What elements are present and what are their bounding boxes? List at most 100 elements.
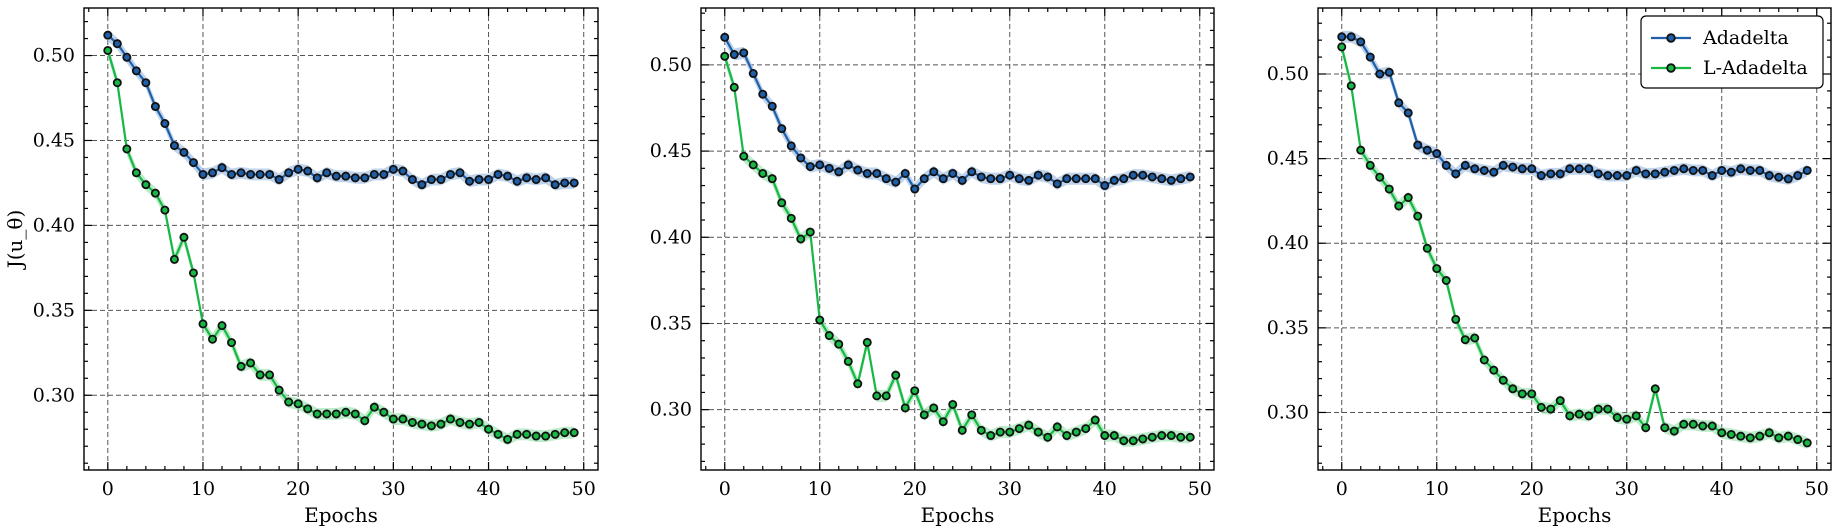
x-tick-label: 20 [286, 478, 310, 500]
data-point [198, 169, 208, 179]
data-point [217, 163, 227, 173]
data-point [322, 409, 332, 419]
x-tick-label: 20 [1520, 478, 1544, 500]
data-point [758, 168, 768, 178]
data-point [1650, 169, 1660, 179]
data-point [900, 403, 910, 413]
data-point [1679, 164, 1689, 174]
data-point [1726, 429, 1736, 439]
data-point [1593, 404, 1603, 414]
data-point [910, 386, 920, 396]
data-point [1052, 422, 1062, 432]
data-point [1783, 174, 1793, 184]
data-point [1755, 165, 1765, 175]
data-point [1052, 179, 1062, 189]
data-point [1365, 160, 1375, 170]
y-axis-label: J(u_θ) [3, 210, 27, 271]
data-point [141, 180, 151, 190]
data-point [881, 391, 891, 401]
series-line [107, 34, 575, 186]
data-point [484, 424, 494, 434]
data-point [1736, 164, 1746, 174]
data-point [1432, 149, 1442, 159]
confidence-band [724, 50, 1191, 447]
data-point [379, 407, 389, 417]
data-point [550, 180, 560, 190]
data-point [1774, 433, 1784, 443]
data-point [160, 205, 170, 215]
data-point [1688, 419, 1698, 429]
data-point [1536, 402, 1546, 412]
data-point [1517, 164, 1527, 174]
data-point [246, 358, 256, 368]
data-point [929, 403, 939, 413]
data-point [179, 232, 189, 242]
data-point [824, 331, 834, 341]
data-point [246, 169, 256, 179]
data-point [729, 50, 739, 60]
data-point [112, 39, 122, 49]
data-point [103, 30, 113, 40]
data-point [929, 167, 939, 177]
data-point [1394, 98, 1404, 108]
data-point [1460, 160, 1470, 170]
data-point [1527, 389, 1537, 399]
data-point [1043, 172, 1053, 182]
x-tick-label: 50 [1805, 478, 1829, 500]
series-adadelta [1337, 30, 1812, 185]
data-point [938, 174, 948, 184]
data-point [1612, 413, 1622, 423]
data-point [388, 164, 398, 174]
data-point [388, 414, 398, 424]
data-point [948, 168, 958, 178]
data-point [1584, 164, 1594, 174]
data-point [786, 141, 796, 151]
x-tick-label: 0 [1336, 478, 1348, 500]
data-point [919, 410, 929, 420]
data-point [796, 153, 806, 163]
data-point [1603, 171, 1613, 181]
data-point [474, 417, 484, 427]
data-point [1176, 432, 1186, 442]
data-point [767, 174, 777, 184]
data-point [1081, 174, 1091, 184]
data-point [1166, 175, 1176, 185]
data-point [407, 175, 417, 185]
data-point [739, 151, 749, 161]
data-point [1498, 160, 1508, 170]
data-point [862, 337, 872, 347]
data-point [1422, 243, 1432, 253]
data-point [169, 141, 179, 151]
legend-marker [1666, 63, 1676, 73]
data-point [103, 45, 113, 55]
data-point [1413, 211, 1423, 221]
data-point [957, 425, 967, 435]
data-point [198, 319, 208, 329]
data-point [1403, 108, 1413, 118]
data-point [464, 419, 474, 429]
data-point [207, 334, 217, 344]
data-point [550, 429, 560, 439]
data-point [1375, 69, 1385, 79]
legend-marker [1666, 33, 1676, 43]
data-point [1071, 174, 1081, 184]
data-point [284, 397, 294, 407]
data-point [569, 178, 579, 188]
data-point [729, 82, 739, 92]
data-point [1337, 32, 1347, 42]
data-point [236, 361, 246, 371]
data-point [303, 166, 313, 176]
plot-frame [83, 7, 599, 471]
data-point [777, 198, 787, 208]
data-point [1660, 423, 1670, 433]
data-point [1603, 404, 1613, 414]
data-point [1024, 175, 1034, 185]
data-point [303, 404, 313, 414]
data-point [748, 69, 758, 79]
x-axis-label: Epochs [304, 503, 378, 527]
data-point [1413, 140, 1423, 150]
y-tick-label: 0.30 [33, 384, 75, 406]
chart-panel-2: 0 10 20 30 40 50 0.30 0.35 0.40 0.45 0.50 Epochs [650, 7, 1215, 527]
data-point [900, 168, 910, 178]
x-tick-label: 10 [191, 478, 215, 500]
